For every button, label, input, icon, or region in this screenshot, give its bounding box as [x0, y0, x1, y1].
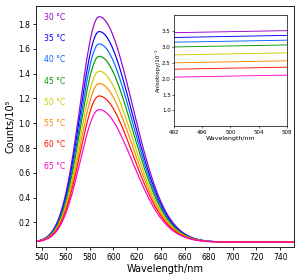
Text: 45 °C: 45 °C — [44, 76, 65, 86]
Text: 55 °C: 55 °C — [44, 119, 65, 128]
Text: 35 °C: 35 °C — [44, 34, 65, 43]
Text: 40 °C: 40 °C — [44, 55, 65, 64]
Text: 65 °C: 65 °C — [44, 162, 65, 171]
Text: 60 °C: 60 °C — [44, 140, 65, 149]
Y-axis label: Counts/10⁵: Counts/10⁵ — [6, 100, 16, 153]
X-axis label: Wavelength/nm: Wavelength/nm — [127, 264, 204, 274]
Text: 50 °C: 50 °C — [44, 98, 65, 107]
Text: 30 °C: 30 °C — [44, 13, 65, 22]
